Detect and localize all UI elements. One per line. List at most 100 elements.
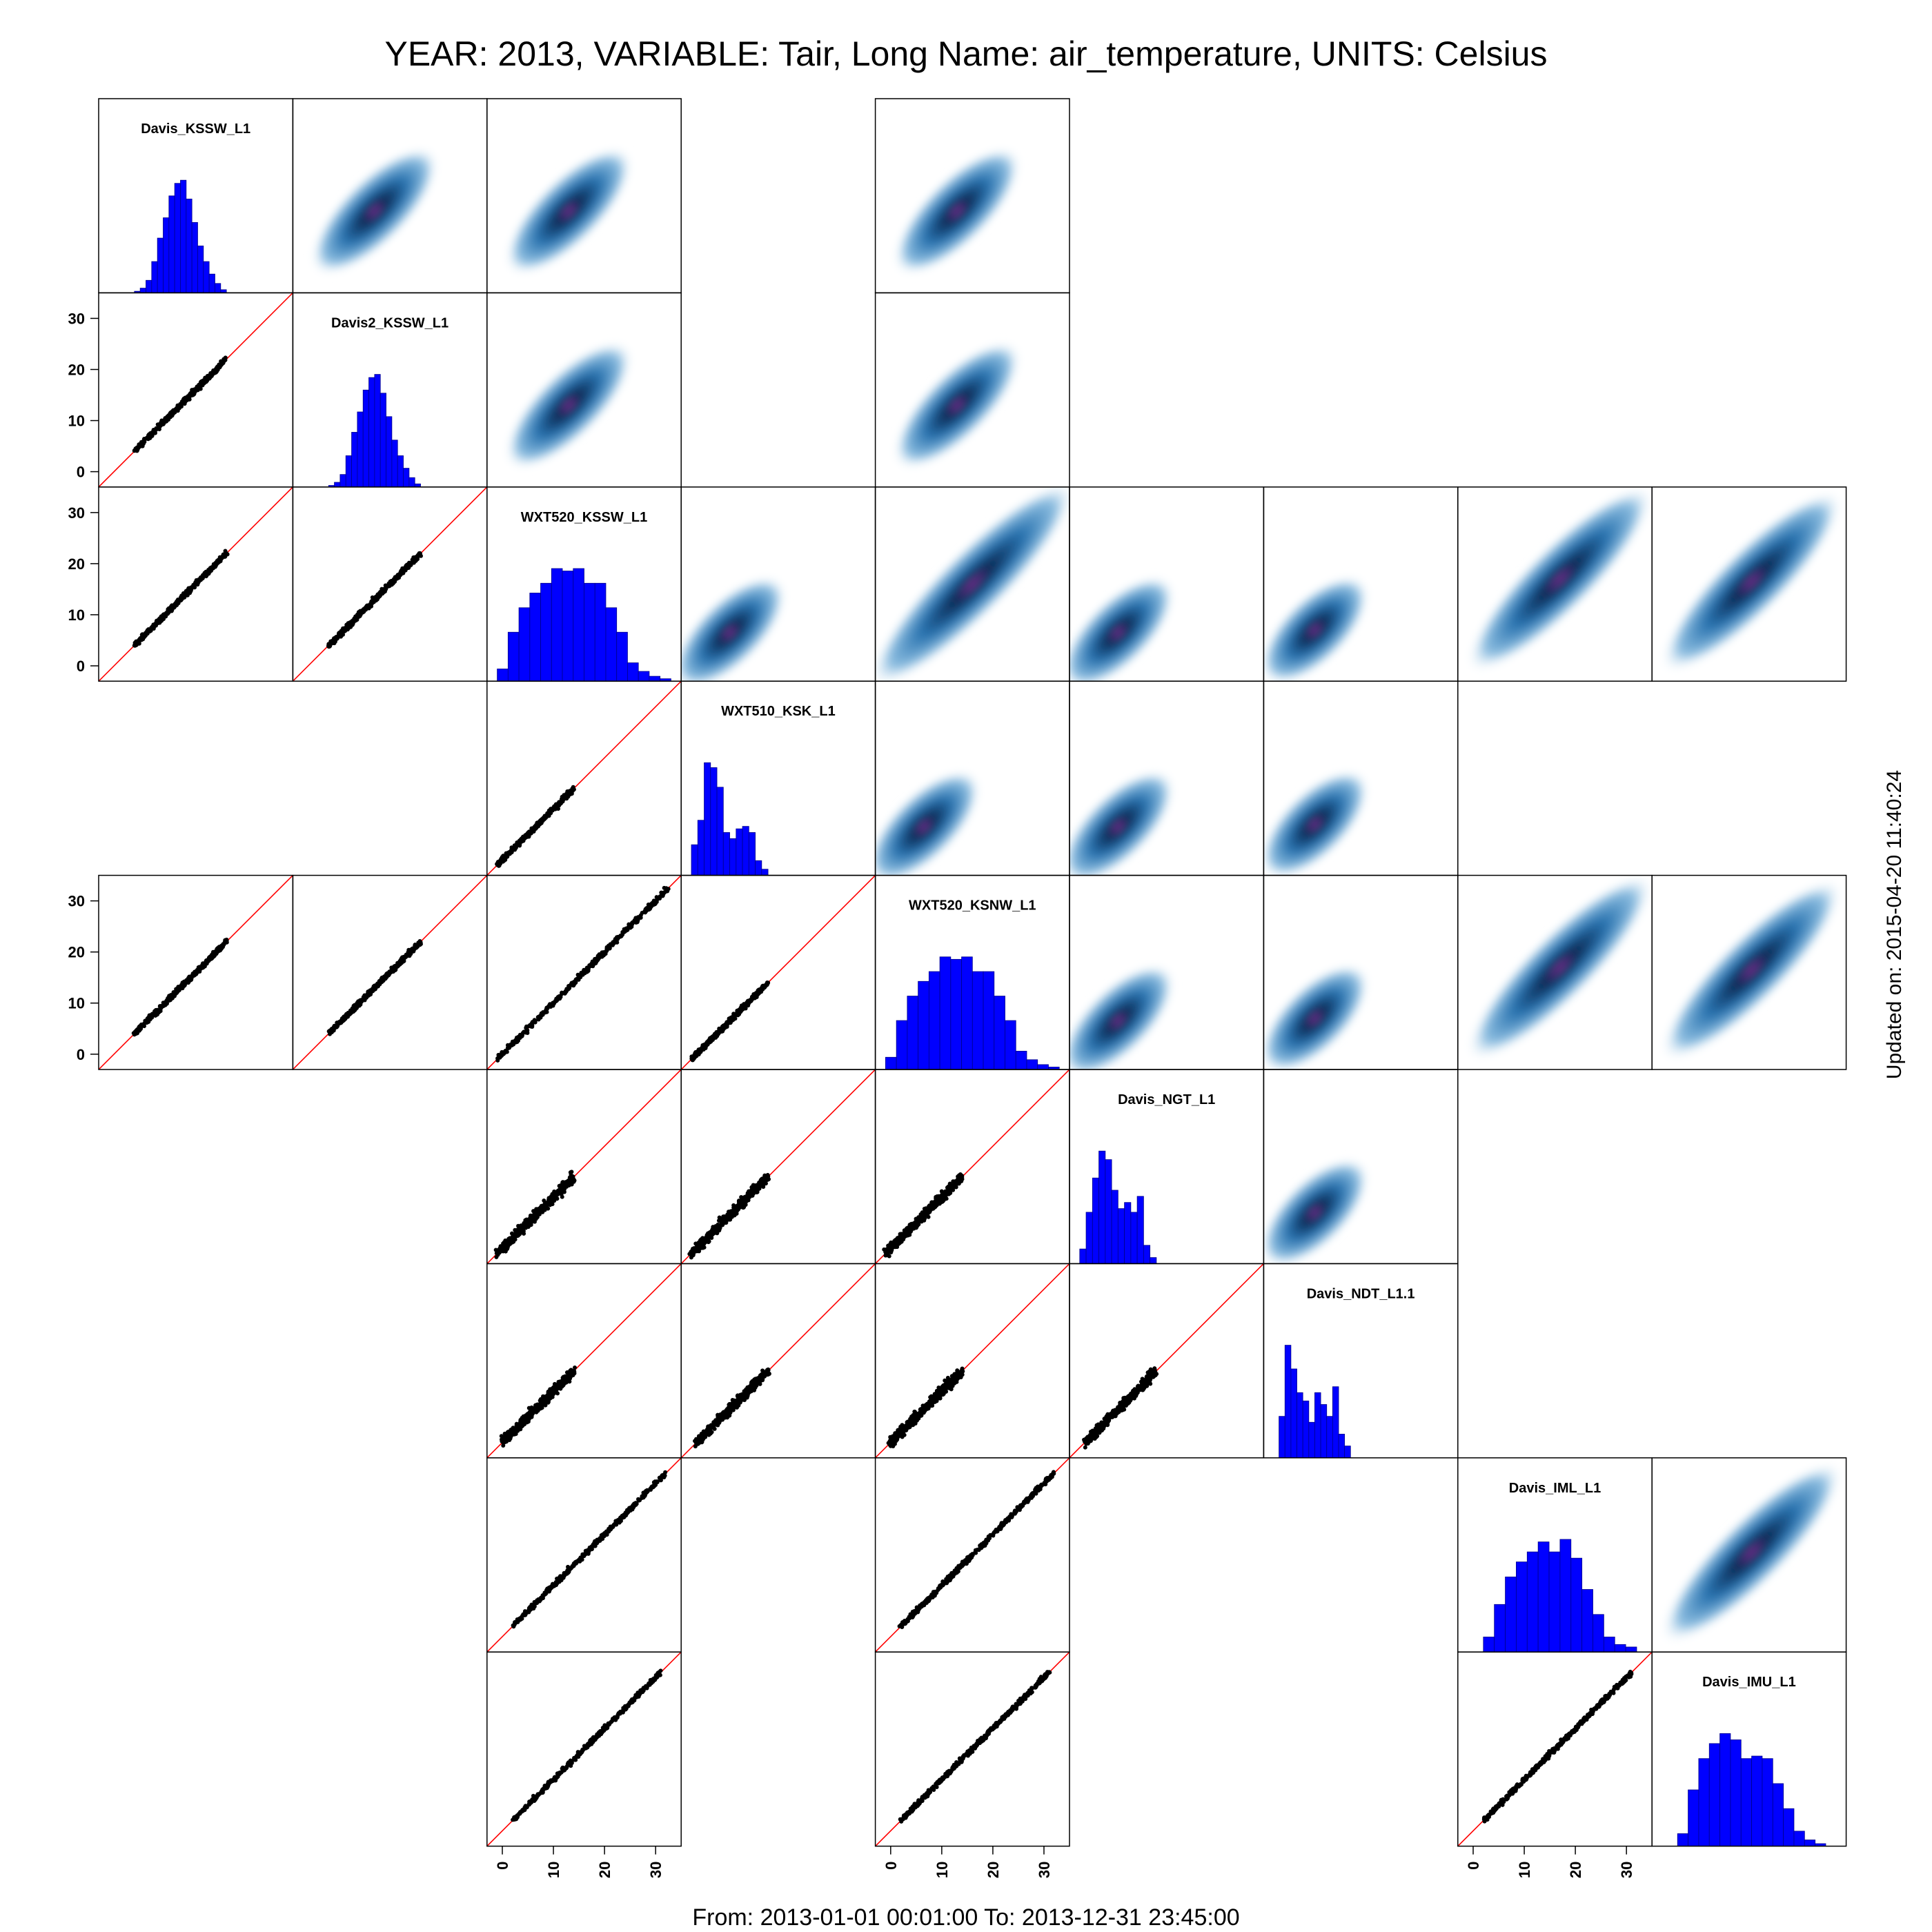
histogram-bar	[345, 455, 352, 487]
scatter-point	[690, 1253, 695, 1258]
scatter-point	[408, 562, 413, 567]
variable-label-Davis_NGT_L1: Davis_NGT_L1	[1118, 1092, 1215, 1107]
variable-label-WXT520_KSNW_L1: WXT520_KSNW_L1	[909, 898, 1036, 914]
scatter-point	[140, 1022, 145, 1027]
histogram-bar	[1677, 1833, 1688, 1846]
scatter-point	[215, 949, 219, 954]
histogram-bar	[1117, 1208, 1125, 1264]
histogram-bar	[334, 482, 341, 487]
scatter-point	[135, 640, 139, 644]
scatter-point	[745, 1192, 750, 1197]
scatter-point	[946, 1184, 951, 1189]
scatter-point	[393, 967, 398, 972]
scatter-point	[544, 1009, 549, 1014]
scatter-point	[516, 1035, 521, 1040]
scatter-point	[529, 1022, 534, 1027]
histogram-bar	[1614, 1644, 1626, 1653]
scatter-point	[571, 787, 575, 791]
scatter-point	[535, 1015, 540, 1020]
histogram-bar	[414, 483, 421, 487]
scatter-point	[358, 1000, 363, 1005]
scatter-point	[523, 1030, 528, 1035]
histogram-bar	[918, 980, 929, 1070]
histogram-bar	[704, 762, 711, 876]
scatter-point	[607, 945, 612, 950]
scatter-point	[594, 956, 599, 961]
scatter-point	[949, 1187, 954, 1192]
scatter-point	[569, 982, 573, 987]
scatter-point	[726, 1210, 731, 1214]
scatter-point	[410, 559, 415, 564]
histogram-bar	[1570, 1557, 1583, 1653]
histogram-bar	[573, 568, 584, 682]
scatter-point	[724, 1219, 729, 1223]
histogram-bar	[1079, 1248, 1087, 1264]
histogram-bar	[1483, 1637, 1495, 1653]
scatter-point	[196, 580, 201, 584]
histogram-bar	[1772, 1783, 1784, 1846]
histogram-bar	[722, 832, 730, 876]
scatter-point	[550, 807, 555, 812]
scatter-point	[179, 983, 184, 988]
scatter-point	[157, 424, 161, 429]
histogram-bar	[1143, 1245, 1151, 1264]
scatter-point	[654, 895, 659, 900]
scatter-point	[572, 1178, 577, 1183]
histogram-bar	[1105, 1159, 1112, 1264]
histogram-bar	[146, 279, 152, 293]
scatter-point	[693, 1049, 698, 1054]
histogram-bar	[208, 273, 215, 293]
scatter-point	[532, 1216, 537, 1221]
scatter-point	[520, 838, 525, 842]
scatter-point	[513, 1235, 518, 1240]
scatter-point	[205, 373, 210, 378]
scatter-point	[162, 419, 167, 424]
scatter-point	[174, 602, 179, 607]
scatter-point	[706, 1039, 711, 1044]
histogram-bar	[1130, 1212, 1138, 1264]
scatter-panel-4-3	[681, 875, 876, 1070]
scatter-point	[533, 1020, 538, 1025]
scatter-point	[405, 953, 410, 958]
histogram-bar	[1559, 1539, 1572, 1653]
scatter-point	[748, 1192, 753, 1196]
scatter-point	[413, 556, 418, 561]
scatter-point	[183, 398, 188, 403]
scatter-point	[710, 1227, 715, 1232]
scatter-point	[389, 969, 394, 974]
scatter-point	[402, 566, 407, 571]
scatter-point	[195, 388, 200, 393]
histogram-bar	[1098, 1150, 1106, 1264]
scatter-point	[224, 551, 229, 555]
scatter-panel-5-3	[681, 1070, 876, 1264]
scatter-point	[529, 831, 533, 836]
histogram-bar	[1005, 1020, 1016, 1070]
scatter-point	[710, 1036, 715, 1041]
scatter-point	[177, 988, 181, 993]
histogram-bar	[907, 996, 919, 1070]
scatter-point	[344, 626, 348, 631]
scatter-point	[665, 888, 670, 893]
scatter-point	[395, 573, 400, 578]
scatter-point	[943, 1190, 947, 1194]
scatter-point	[629, 924, 633, 929]
scatter-point	[384, 973, 389, 978]
scatter-point	[697, 1048, 702, 1053]
scatter-point	[635, 915, 640, 920]
histogram-bar	[1740, 1758, 1753, 1846]
scatter-point	[743, 1202, 748, 1207]
scatter-point	[558, 994, 562, 999]
scatter-point	[158, 618, 163, 623]
histogram-bar	[1537, 1541, 1550, 1653]
scatter-point	[953, 1181, 958, 1185]
scatter-point	[745, 1000, 749, 1005]
scatter-point	[376, 983, 381, 987]
histogram-panel-WXT520_KSSW_L1	[497, 568, 671, 682]
histogram-bar	[1708, 1743, 1720, 1846]
scatter-point	[417, 940, 422, 945]
scatter-panel-4-1	[293, 875, 487, 1070]
scatter-point	[188, 586, 193, 591]
histogram-bar	[562, 571, 574, 682]
histogram-bar	[362, 389, 369, 487]
